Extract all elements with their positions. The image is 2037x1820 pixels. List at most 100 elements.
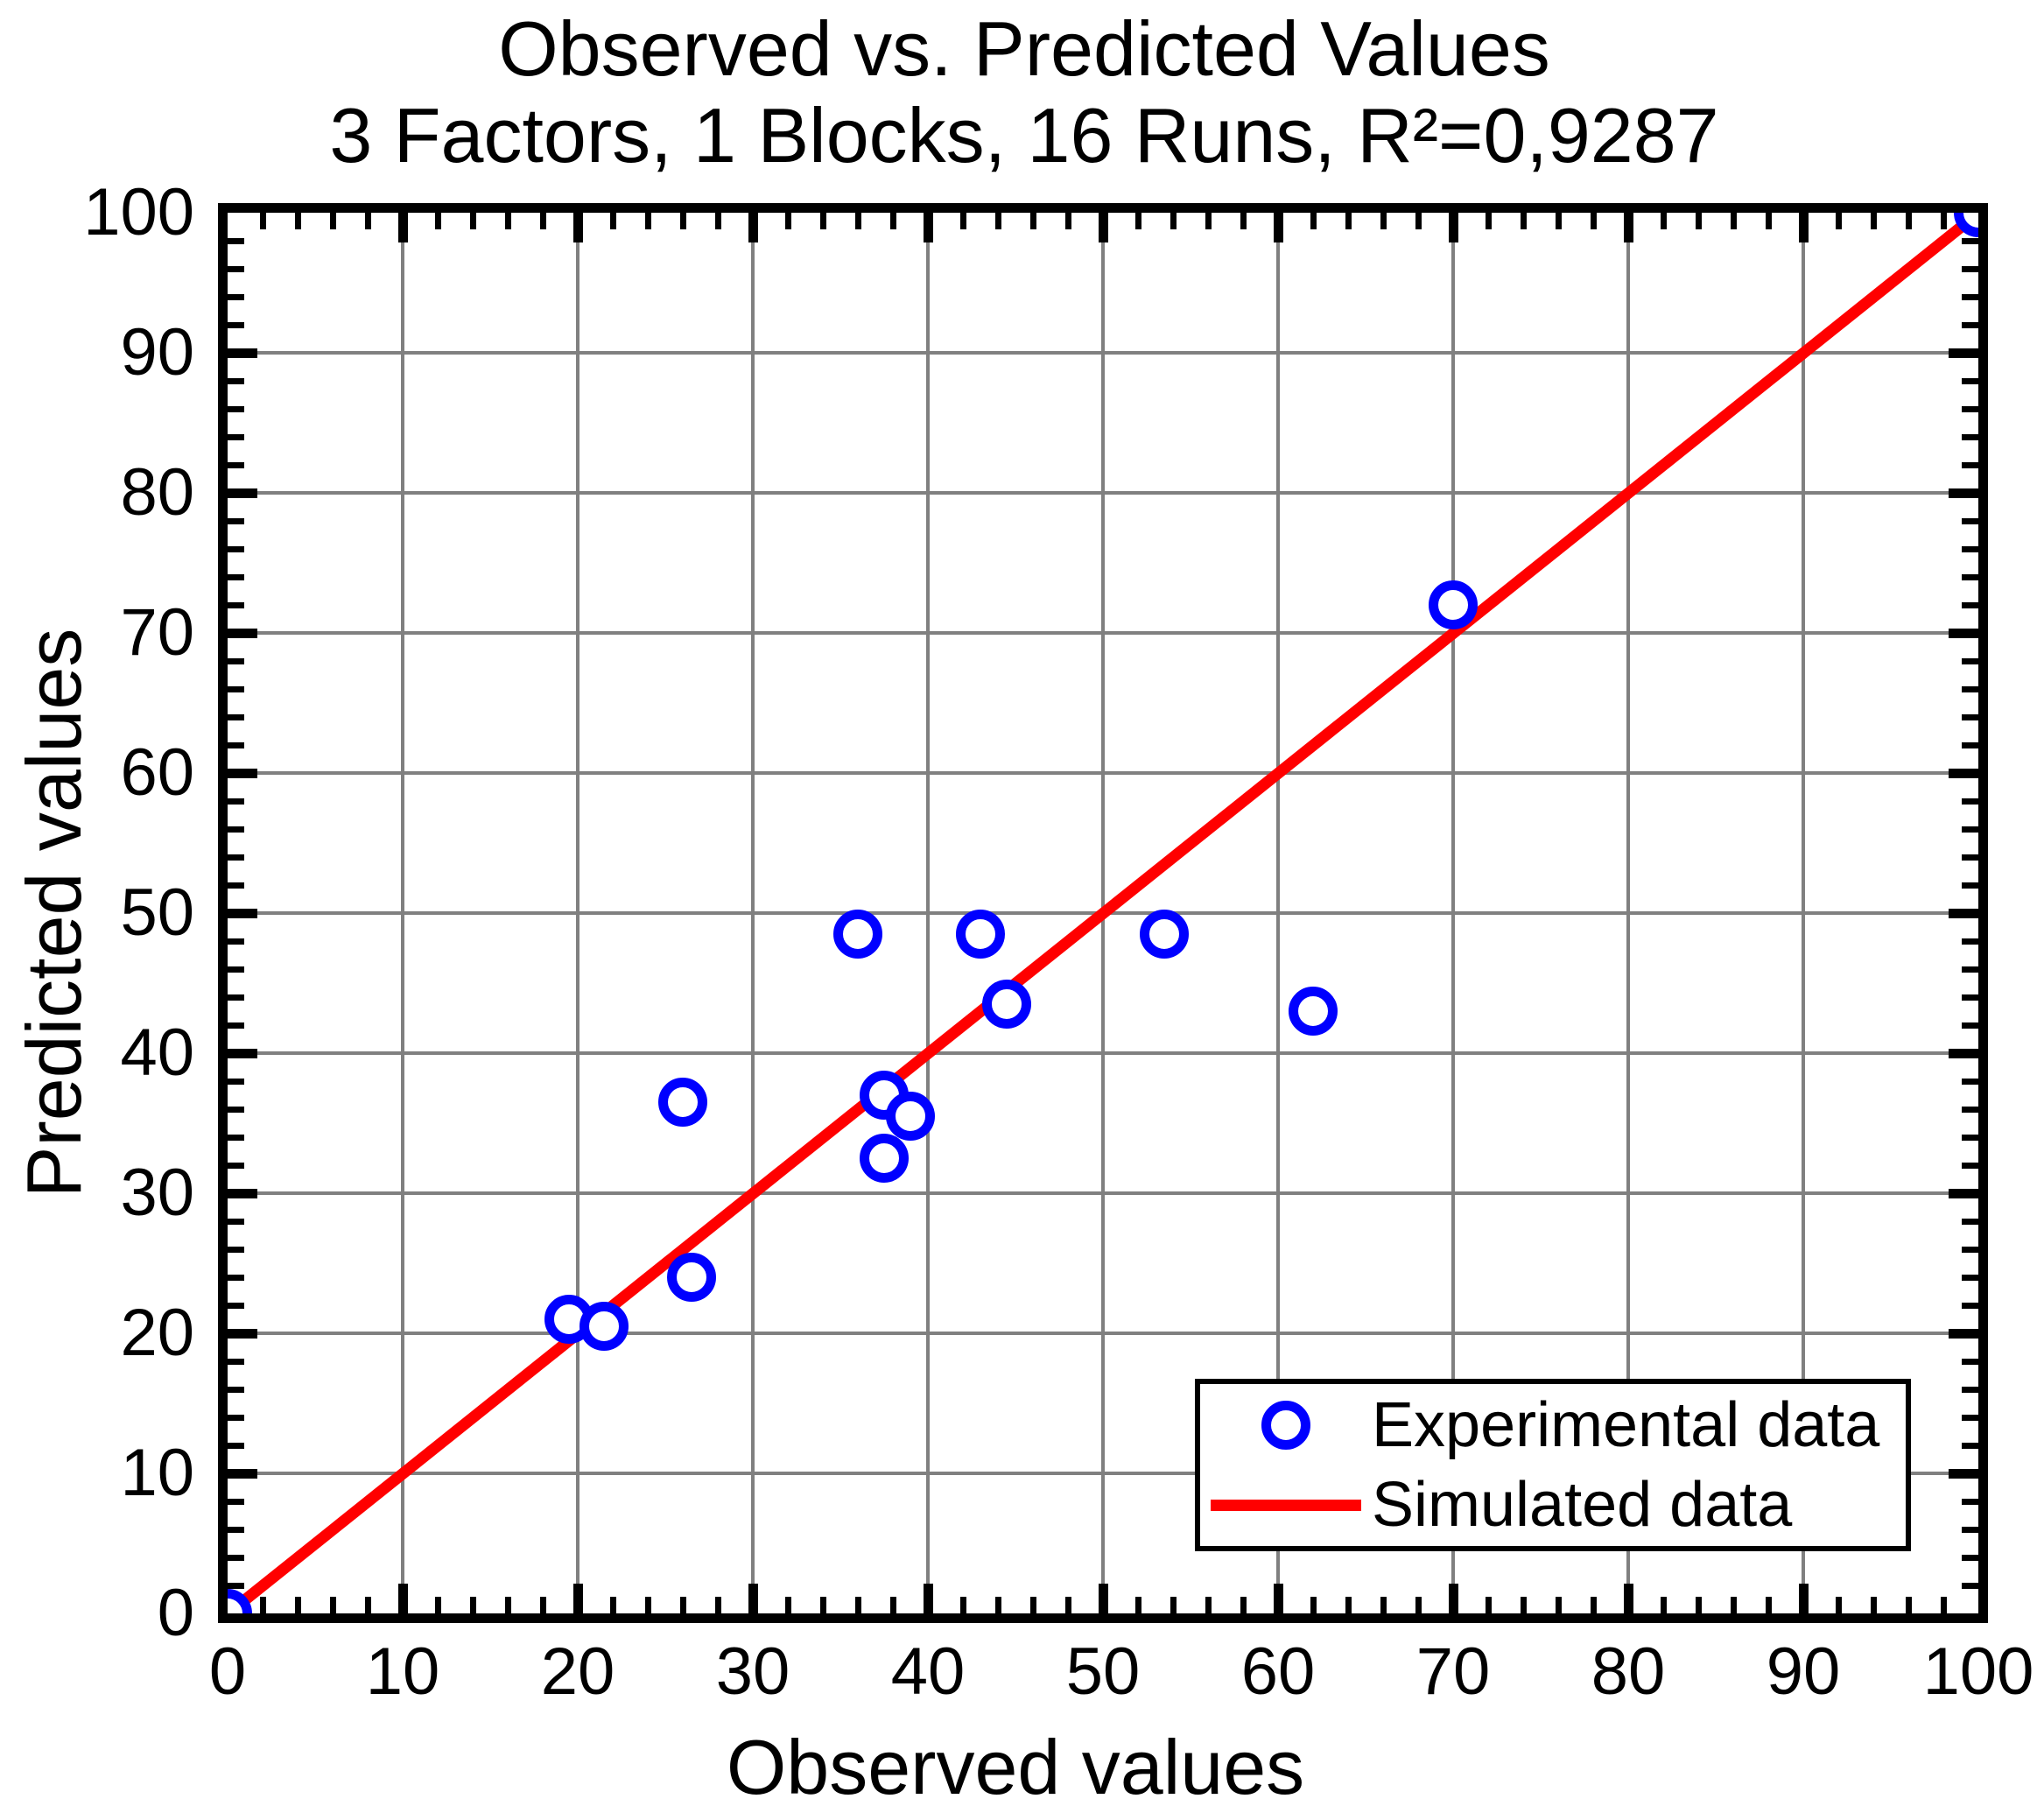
y-tick-label: 70 [120, 595, 194, 670]
y-axis-tick [228, 573, 244, 580]
y-axis-tick [228, 348, 257, 358]
x-axis-tick [539, 1597, 546, 1613]
y-tick-label: 50 [120, 875, 194, 950]
x-axis-tick [1029, 1597, 1036, 1613]
legend-label-experimental: Experimental data [1372, 1389, 1880, 1460]
x-axis-tick [259, 1597, 266, 1613]
x-axis-tick [1170, 213, 1177, 229]
x-axis-tick [1098, 213, 1108, 242]
x-axis-title: Observed values [726, 1724, 1305, 1810]
y-axis-tick [228, 1162, 244, 1169]
y-axis-tick [228, 1554, 244, 1561]
y-axis-tick [228, 237, 244, 244]
y-axis-tick [228, 1022, 244, 1029]
data-point-marker [1429, 580, 1478, 629]
x-tick-label: 30 [715, 1634, 790, 1709]
chart-title-block: Observed vs. Predicted Values 3 Factors,… [149, 5, 1900, 179]
x-axis-tick [1134, 1597, 1141, 1613]
y-axis-tick [1962, 966, 1978, 973]
x-axis-tick [1623, 213, 1633, 242]
y-axis-tick [1962, 1358, 1978, 1365]
x-axis-tick [1380, 213, 1387, 229]
y-axis-tick [1962, 1554, 1978, 1561]
y-grid-line [228, 491, 1978, 495]
y-axis-tick [228, 1134, 244, 1141]
x-axis-tick [1905, 213, 1912, 229]
y-axis-tick [1962, 798, 1978, 805]
x-tick-label: 80 [1591, 1634, 1666, 1709]
x-axis-tick [329, 213, 336, 229]
data-point-marker [886, 1092, 935, 1141]
x-axis-tick [1905, 1597, 1912, 1613]
x-axis-tick [1485, 1597, 1492, 1613]
y-axis-tick [228, 1188, 257, 1198]
x-axis-tick [644, 213, 651, 229]
y-axis-tick [228, 1358, 244, 1365]
y-axis-tick [228, 1274, 244, 1281]
x-axis-tick [397, 1584, 408, 1613]
y-axis-tick [228, 377, 244, 384]
y-axis-tick [1949, 908, 1978, 918]
y-axis-tick [228, 1526, 244, 1533]
x-tick-label: 100 [1922, 1634, 2034, 1709]
x-axis-tick [294, 213, 301, 229]
x-axis-tick [1940, 1597, 1947, 1613]
y-axis-tick [228, 908, 257, 918]
x-axis-tick [572, 213, 583, 242]
data-point-marker [667, 1253, 716, 1302]
y-axis-tick [1962, 713, 1978, 720]
data-point-marker [860, 1134, 909, 1183]
x-axis-tick [1345, 213, 1352, 229]
x-axis-tick [294, 1597, 301, 1613]
y-grid-line [228, 1051, 1978, 1055]
y-axis-tick [228, 293, 244, 300]
x-axis-tick [819, 1597, 826, 1613]
y-axis-tick [228, 1218, 244, 1225]
x-tick-label: 0 [208, 1634, 247, 1709]
legend-label-simulated: Simulated data [1372, 1470, 1793, 1541]
x-axis-tick [784, 213, 791, 229]
y-grid-line [228, 1472, 1978, 1475]
x-axis-tick [329, 1597, 336, 1613]
y-axis-tick [1962, 685, 1978, 692]
y-axis-tick [228, 405, 244, 412]
x-axis-tick [1520, 1597, 1527, 1613]
y-axis-tick [1962, 293, 1978, 300]
y-tick-label: 10 [120, 1436, 194, 1510]
y-tick-label: 0 [157, 1576, 194, 1650]
data-point-marker [1289, 987, 1338, 1036]
y-axis-tick [1949, 1468, 1978, 1479]
x-axis-tick [364, 1597, 371, 1613]
y-axis-tick [228, 1048, 257, 1058]
x-axis-tick [1835, 213, 1842, 229]
x-axis-tick [1520, 213, 1527, 229]
y-axis-tick [1962, 1134, 1978, 1141]
y-axis-tick [1962, 1078, 1978, 1085]
x-axis-tick [1380, 1597, 1387, 1613]
y-axis-tick [1962, 1162, 1978, 1169]
y-tick-label: 40 [120, 1015, 194, 1090]
y-axis-tick [1962, 938, 1978, 945]
x-axis-tick [434, 213, 441, 229]
x-axis-tick [609, 213, 616, 229]
y-axis-tick [1962, 1246, 1978, 1253]
y-axis-tick [1949, 628, 1978, 638]
x-axis-tick [854, 1597, 861, 1613]
x-axis-tick [1273, 213, 1283, 242]
x-axis-tick [1098, 1584, 1108, 1613]
x-axis-tick [1798, 213, 1809, 242]
y-tick-label: 90 [120, 315, 194, 390]
y-axis-tick [1962, 826, 1978, 833]
y-axis-tick [1949, 1048, 1978, 1058]
x-axis-tick [1205, 213, 1212, 229]
x-axis-tick [504, 213, 511, 229]
x-axis-tick [1623, 1584, 1633, 1613]
x-axis-tick [1448, 213, 1458, 242]
y-axis-tick [228, 741, 244, 748]
y-axis-tick [1962, 657, 1978, 664]
legend: Experimental data Simulated data [1195, 1379, 1911, 1551]
x-axis-tick [469, 213, 476, 229]
data-point-marker [833, 910, 882, 959]
data-point-marker [579, 1302, 629, 1351]
x-axis-tick [1170, 1597, 1177, 1613]
